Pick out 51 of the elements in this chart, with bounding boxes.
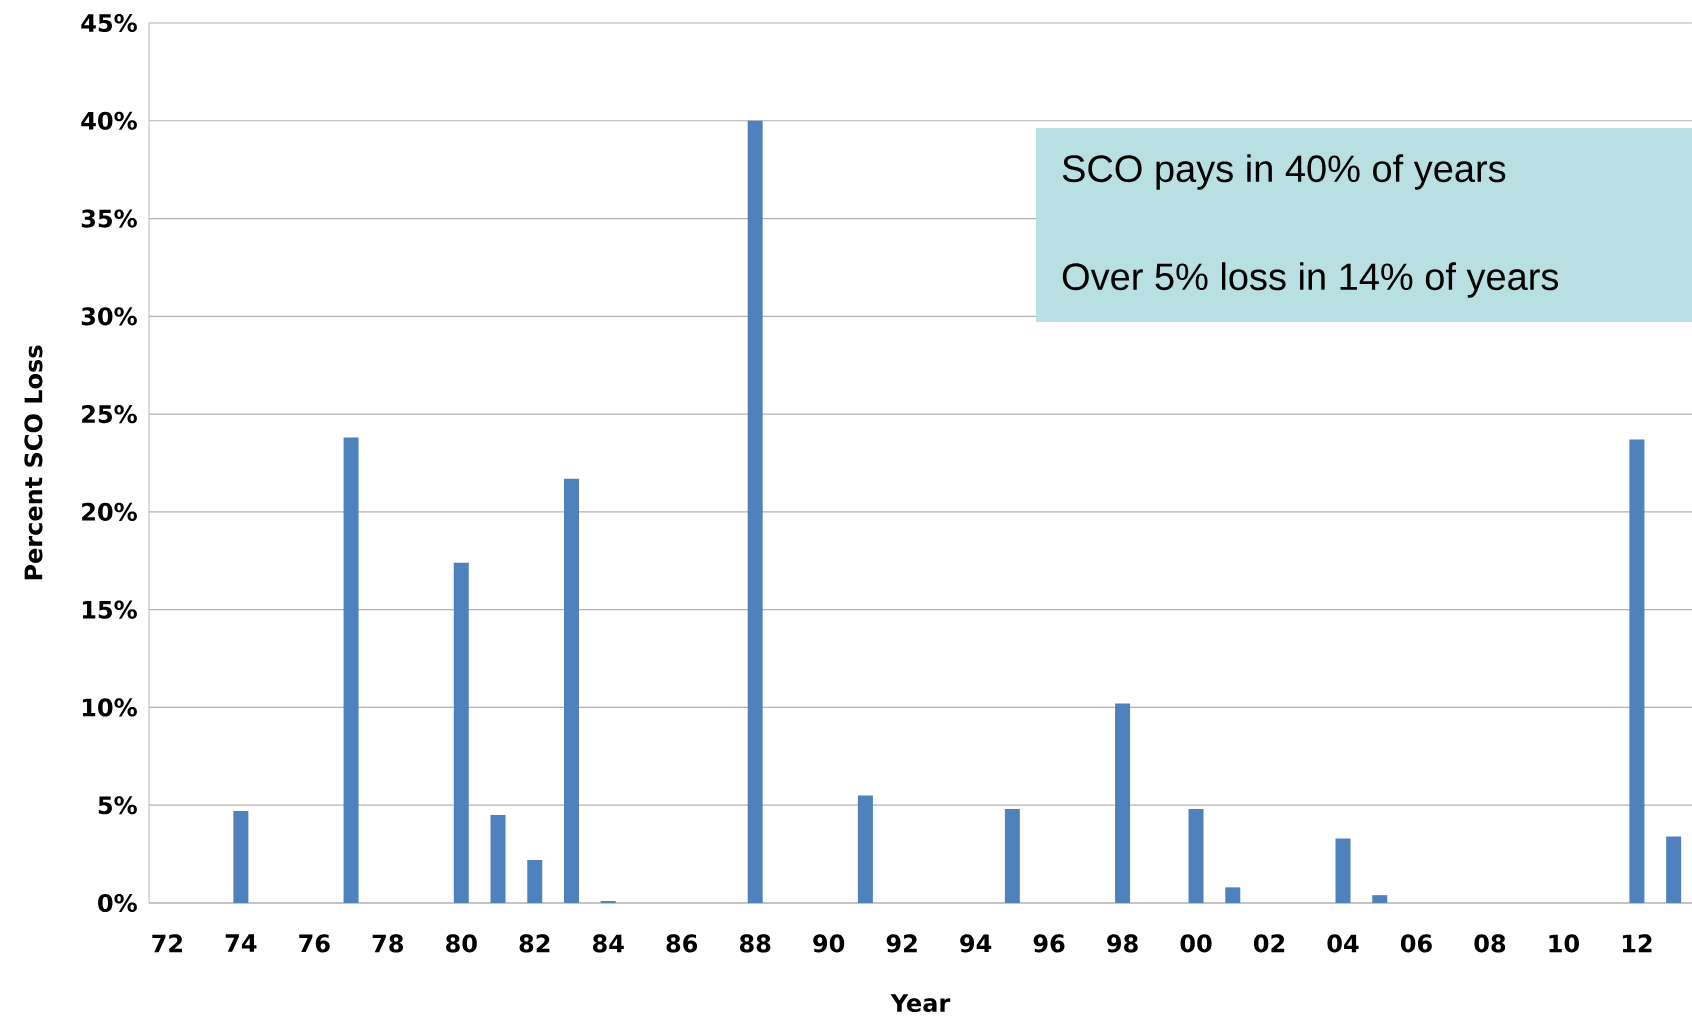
x-tick-label: 08 xyxy=(1474,934,1506,953)
x-tick-label: 96 xyxy=(1033,934,1065,953)
y-tick-label: 30% xyxy=(81,307,137,326)
x-tick-label: 10 xyxy=(1549,934,1579,953)
x-tick-label: 98 xyxy=(1107,934,1138,953)
bar xyxy=(1372,895,1388,903)
bar xyxy=(527,859,543,903)
y-tick-label: 35% xyxy=(81,209,137,228)
bar xyxy=(1004,809,1020,903)
y-tick-label: 10% xyxy=(82,698,137,717)
x-tick-label: 88 xyxy=(739,934,771,953)
y-tick-label: 0% xyxy=(98,893,137,913)
annotation: Over 5% loss in 14% of years xyxy=(1062,262,1559,298)
bar xyxy=(563,478,579,903)
y-tick-label: 15% xyxy=(82,600,137,619)
x-tick-label: 78 xyxy=(372,934,404,953)
x-tick-label: 06 xyxy=(1400,934,1432,953)
y-tick-label: 45% xyxy=(81,13,137,33)
x-tick-label: 84 xyxy=(593,934,624,953)
bar xyxy=(857,795,873,903)
y-tick-label: 40% xyxy=(81,111,137,130)
x-tick-label: 92 xyxy=(886,934,917,953)
y-axis-title: Percent SCO Loss xyxy=(24,345,43,580)
bar xyxy=(490,814,506,903)
y-tick-label: 5% xyxy=(98,796,137,815)
x-tick-label: 80 xyxy=(446,934,477,953)
x-axis-title: Year xyxy=(890,994,951,1013)
bar xyxy=(233,811,249,903)
bar xyxy=(453,562,469,903)
bar xyxy=(1188,809,1204,903)
bar xyxy=(1629,439,1645,903)
x-tick-label: 94 xyxy=(960,934,992,953)
y-tick-label: 25% xyxy=(82,405,137,424)
x-tick-label: 02 xyxy=(1253,934,1285,953)
x-tick-label: 04 xyxy=(1327,934,1359,953)
x-tick-label: 00 xyxy=(1180,934,1212,953)
bar xyxy=(343,437,359,903)
y-tick-label: 20% xyxy=(82,502,137,521)
bar xyxy=(747,120,763,903)
annotation: SCO pays in 40% of years xyxy=(1062,154,1506,190)
bar xyxy=(1335,838,1351,903)
x-tick-label: 86 xyxy=(666,934,698,953)
bar xyxy=(1666,836,1682,903)
x-tick-label: 74 xyxy=(225,934,257,952)
x-tick-label: 12 xyxy=(1622,934,1652,953)
x-tick-label: 76 xyxy=(299,934,330,953)
x-tick-label: 90 xyxy=(813,934,845,953)
x-tick-label: 72 xyxy=(152,934,182,953)
bar xyxy=(1115,703,1131,903)
x-tick-label: 82 xyxy=(519,934,550,953)
bar xyxy=(1225,887,1241,903)
